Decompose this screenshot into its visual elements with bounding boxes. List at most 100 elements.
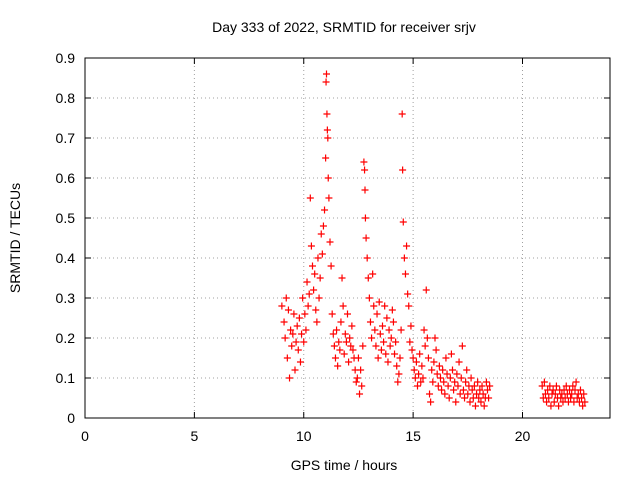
- x-tick-label: 5: [190, 428, 198, 444]
- data-point: [318, 250, 326, 258]
- data-point: [478, 382, 486, 390]
- data-point: [447, 350, 455, 358]
- data-point: [358, 382, 366, 390]
- data-point: [399, 218, 407, 226]
- y-tick-label: 0.4: [56, 250, 76, 266]
- data-point: [344, 310, 351, 318]
- data-point: [423, 334, 431, 342]
- data-point: [400, 254, 408, 262]
- data-point: [457, 374, 465, 382]
- x-tick-label: 10: [296, 428, 312, 444]
- data-point: [445, 394, 453, 402]
- y-tick-label: 0.5: [56, 210, 76, 226]
- data-point: [462, 378, 470, 386]
- data-point: [292, 338, 300, 346]
- data-point: [326, 238, 334, 246]
- data-point: [405, 302, 413, 310]
- data-point: [547, 402, 555, 410]
- data-point: [368, 334, 376, 342]
- data-point: [403, 242, 411, 250]
- data-point: [360, 158, 368, 166]
- data-point: [327, 262, 335, 270]
- data-point: [397, 326, 405, 334]
- data-point: [474, 378, 482, 386]
- y-tick-label: 0.3: [56, 290, 76, 306]
- y-tick-label: 0.8: [56, 90, 76, 106]
- data-point: [391, 350, 399, 358]
- data-point: [435, 362, 443, 370]
- data-point: [550, 398, 558, 406]
- data-point: [322, 154, 330, 162]
- data-point: [340, 350, 348, 358]
- data-point: [281, 334, 289, 342]
- data-point: [337, 318, 345, 326]
- data-point: [480, 402, 488, 410]
- data-point: [324, 134, 332, 142]
- data-point: [578, 394, 586, 402]
- data-point: [388, 306, 396, 314]
- data-point: [379, 322, 386, 330]
- data-point: [477, 398, 485, 406]
- data-point: [310, 286, 318, 294]
- data-point: [467, 374, 475, 382]
- data-point: [406, 338, 414, 346]
- data-point: [424, 354, 432, 362]
- data-point: [420, 326, 428, 334]
- data-point: [409, 354, 417, 362]
- data-point: [371, 326, 379, 334]
- data-point: [443, 370, 451, 378]
- data-point: [415, 370, 423, 378]
- data-point: [451, 378, 459, 386]
- data-point: [386, 342, 394, 350]
- data-point: [300, 338, 308, 346]
- data-point: [453, 370, 461, 378]
- data-point: [384, 358, 392, 366]
- data-point: [366, 318, 374, 326]
- data-point: [486, 382, 494, 390]
- x-tick-label: 15: [405, 428, 421, 444]
- data-point: [314, 254, 322, 262]
- data-point: [422, 286, 430, 294]
- data-point: [389, 318, 397, 326]
- data-point: [434, 382, 442, 390]
- data-point: [476, 386, 484, 394]
- data-point: [482, 378, 490, 386]
- data-point: [441, 390, 449, 398]
- data-point: [347, 342, 355, 350]
- data-point: [342, 338, 350, 346]
- data-point: [401, 270, 409, 278]
- data-point: [288, 342, 296, 350]
- data-point: [569, 382, 577, 390]
- data-point: [335, 338, 343, 346]
- data-point: [454, 382, 462, 390]
- data-point: [381, 302, 389, 310]
- data-point: [359, 342, 367, 350]
- data-point: [427, 398, 435, 406]
- data-point: [459, 386, 467, 394]
- data-point: [576, 386, 584, 394]
- data-point: [349, 346, 357, 354]
- data-point: [549, 386, 557, 394]
- data-point: [562, 382, 570, 390]
- data-point: [392, 338, 400, 346]
- data-point: [311, 270, 319, 278]
- y-tick-label: 0.1: [56, 370, 76, 386]
- data-point: [446, 374, 454, 382]
- data-point: [316, 274, 324, 282]
- data-points: [278, 70, 589, 410]
- data-point: [552, 382, 560, 390]
- data-point: [321, 206, 329, 214]
- data-point: [362, 234, 370, 242]
- data-point: [282, 294, 290, 302]
- data-point: [302, 326, 310, 334]
- data-point: [301, 310, 309, 318]
- data-point: [376, 330, 384, 338]
- data-point: [317, 230, 325, 238]
- data-point: [408, 346, 416, 354]
- data-point: [303, 278, 311, 286]
- data-point: [455, 358, 463, 366]
- data-point: [428, 366, 436, 374]
- data-point: [289, 330, 297, 338]
- data-point: [375, 298, 383, 306]
- data-point: [580, 390, 588, 398]
